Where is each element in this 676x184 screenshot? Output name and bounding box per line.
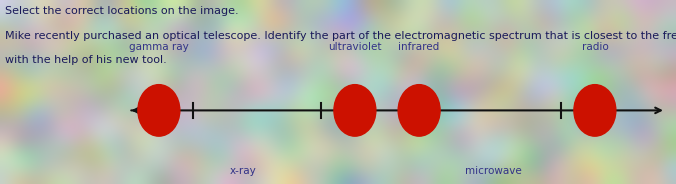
Text: radio: radio bbox=[581, 42, 608, 52]
Text: infrared: infrared bbox=[398, 42, 440, 52]
Ellipse shape bbox=[138, 85, 180, 136]
Ellipse shape bbox=[574, 85, 616, 136]
Text: with the help of his new tool.: with the help of his new tool. bbox=[5, 55, 167, 65]
Ellipse shape bbox=[398, 85, 440, 136]
Text: Select the correct locations on the image.: Select the correct locations on the imag… bbox=[5, 6, 239, 15]
Text: x-ray: x-ray bbox=[230, 166, 257, 176]
Ellipse shape bbox=[334, 85, 376, 136]
Text: gamma ray: gamma ray bbox=[129, 42, 189, 52]
Text: ultraviolet: ultraviolet bbox=[328, 42, 382, 52]
Text: microwave: microwave bbox=[465, 166, 522, 176]
Text: Mike recently purchased an optical telescope. Identify the part of the electroma: Mike recently purchased an optical teles… bbox=[5, 31, 676, 41]
